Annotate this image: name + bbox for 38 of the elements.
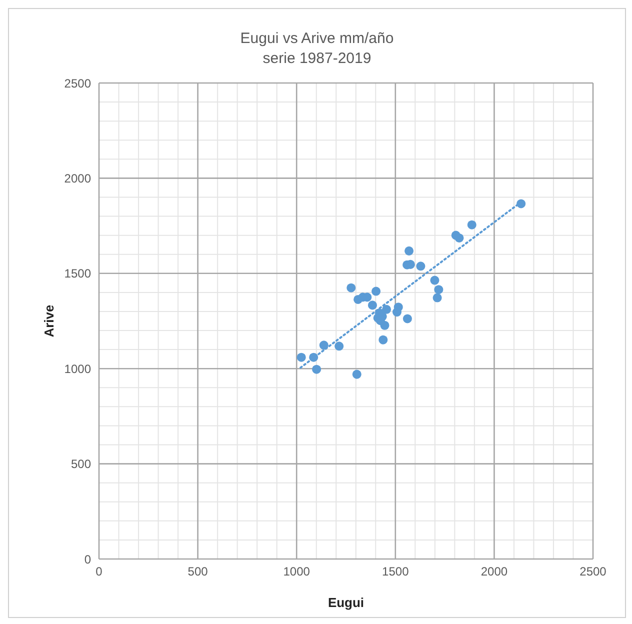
x-tick-label: 1000 bbox=[283, 564, 310, 579]
y-tick-label: 1000 bbox=[64, 362, 92, 376]
y-tick-label: 2000 bbox=[64, 171, 92, 186]
point bbox=[392, 308, 402, 317]
x-tick-label: 2500 bbox=[580, 564, 607, 579]
y-tick-label: 2500 bbox=[64, 76, 92, 90]
point bbox=[312, 364, 322, 374]
y-tick-label: 0 bbox=[84, 552, 92, 566]
chart-title: Eugui vs Arive mm/año bbox=[239, 29, 395, 49]
point bbox=[368, 300, 377, 310]
point bbox=[430, 276, 440, 285]
point bbox=[372, 286, 381, 296]
y-tick-label: 500 bbox=[70, 457, 92, 472]
point bbox=[454, 233, 464, 242]
x-tick-label: 500 bbox=[188, 564, 208, 579]
x-tick-label: 0 bbox=[96, 564, 103, 579]
point bbox=[382, 304, 392, 314]
point bbox=[402, 314, 412, 324]
point bbox=[319, 340, 328, 350]
point bbox=[352, 370, 362, 379]
point bbox=[309, 352, 318, 362]
x-tick-label: 2000 bbox=[480, 564, 508, 579]
point bbox=[516, 199, 526, 208]
point bbox=[346, 283, 356, 292]
point bbox=[434, 285, 444, 294]
point bbox=[380, 320, 390, 330]
point bbox=[296, 352, 306, 362]
y-tick-label: 1500 bbox=[64, 266, 92, 281]
chart-subtitle: serie 1987-2019 bbox=[262, 49, 372, 69]
point bbox=[416, 262, 426, 271]
point bbox=[467, 220, 476, 230]
point bbox=[378, 335, 388, 344]
y-axis-title: Arive bbox=[42, 304, 57, 338]
point bbox=[432, 293, 442, 302]
point bbox=[334, 342, 344, 351]
x-axis-title: Eugui bbox=[328, 595, 364, 610]
x-tick-label: 1500 bbox=[382, 564, 410, 579]
point bbox=[404, 246, 414, 256]
